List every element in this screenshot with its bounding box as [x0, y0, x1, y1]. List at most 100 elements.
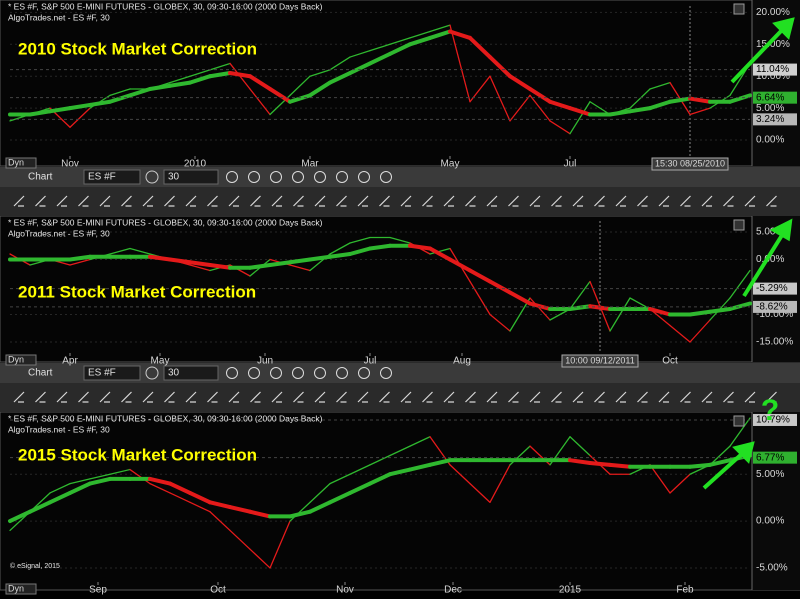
drawing-tool-icon[interactable] — [164, 195, 175, 207]
panel-menu-button[interactable] — [733, 219, 745, 231]
tool-icon[interactable] — [358, 367, 370, 379]
drawing-tool-icon[interactable] — [551, 391, 562, 403]
drawing-tool-icon[interactable] — [121, 391, 132, 403]
drawing-tool-icon[interactable] — [164, 391, 175, 403]
drawing-tool-icon[interactable] — [744, 195, 756, 207]
tool-icon[interactable] — [270, 171, 282, 183]
drawing-tool-icon[interactable] — [400, 391, 412, 403]
drawing-tool-icon[interactable] — [701, 391, 713, 403]
drawing-tool-icon[interactable] — [357, 391, 369, 403]
drawing-tool-icon[interactable] — [379, 391, 390, 403]
drawing-tool-icon[interactable] — [56, 195, 68, 207]
drawing-tool-icon[interactable] — [314, 391, 326, 403]
tool-icon[interactable] — [292, 171, 304, 183]
drawing-tool-icon[interactable] — [658, 195, 670, 207]
drawing-tool-icon[interactable] — [422, 195, 433, 207]
drawing-tool-icon[interactable] — [293, 195, 304, 207]
drawing-tool-icon[interactable] — [35, 195, 46, 207]
interval-text[interactable]: 30 — [168, 368, 180, 379]
drawing-tool-icon[interactable] — [357, 195, 369, 207]
drawing-tool-icon[interactable] — [443, 195, 455, 207]
dyn-label[interactable]: Dyn — [8, 583, 24, 593]
drawing-tool-icon[interactable] — [121, 195, 132, 207]
dyn-button[interactable] — [5, 157, 37, 169]
drawing-tool-icon[interactable] — [572, 195, 584, 207]
drawing-tool-icon[interactable] — [723, 391, 734, 403]
tool-icon[interactable] — [336, 171, 348, 183]
drawing-tool-icon[interactable] — [13, 195, 25, 207]
drawing-tool-icon[interactable] — [35, 391, 46, 403]
drawing-tool-icon[interactable] — [78, 391, 89, 403]
drawing-tool-icon[interactable] — [486, 391, 498, 403]
drawing-tool-icon[interactable] — [443, 391, 455, 403]
drawing-tool-icon[interactable] — [486, 195, 498, 207]
dyn-button[interactable] — [5, 583, 37, 595]
drawing-tool-icon[interactable] — [465, 195, 476, 207]
drawing-tool-icon[interactable] — [529, 391, 541, 403]
symbol-text[interactable]: ES #F — [88, 172, 116, 183]
drawing-tool-icon[interactable] — [723, 195, 734, 207]
drawing-tool-icon[interactable] — [508, 195, 519, 207]
drawing-tool-icon[interactable] — [99, 195, 111, 207]
symbol-button[interactable] — [145, 170, 159, 184]
drawing-tool-icon[interactable] — [228, 391, 240, 403]
tool-icon[interactable] — [226, 367, 238, 379]
drawing-tool-icon[interactable] — [207, 195, 218, 207]
drawing-tool-icon[interactable] — [465, 391, 476, 403]
drawing-tool-icon[interactable] — [271, 391, 283, 403]
drawing-tool-icon[interactable] — [766, 195, 777, 207]
drawing-tool-icon[interactable] — [185, 195, 197, 207]
drawing-tool-icon[interactable] — [142, 195, 154, 207]
drawing-tool-icon[interactable] — [615, 391, 627, 403]
drawing-tool-icon[interactable] — [551, 195, 562, 207]
panel-menu-button[interactable] — [733, 415, 745, 427]
drawing-tool-icon[interactable] — [99, 391, 111, 403]
tool-icon[interactable] — [226, 171, 238, 183]
drawing-tool-icon[interactable] — [400, 195, 412, 207]
drawing-tool-icon[interactable] — [658, 391, 670, 403]
drawing-tool-icon[interactable] — [336, 391, 347, 403]
interval-text[interactable]: 30 — [168, 172, 180, 183]
panel-menu-button[interactable] — [733, 3, 745, 15]
drawing-tool-icon[interactable] — [594, 195, 605, 207]
drawing-tool-icon[interactable] — [379, 195, 390, 207]
dyn-label[interactable]: Dyn — [8, 157, 24, 167]
drawing-tool-icon[interactable] — [572, 391, 584, 403]
drawing-tool-icon[interactable] — [766, 391, 777, 403]
drawing-tool-icon[interactable] — [637, 195, 648, 207]
drawing-tool-icon[interactable] — [336, 195, 347, 207]
drawing-tool-icon[interactable] — [701, 195, 713, 207]
tool-icon[interactable] — [336, 367, 348, 379]
drawing-tool-icon[interactable] — [529, 195, 541, 207]
drawing-tool-icon[interactable] — [56, 391, 68, 403]
drawing-tool-icon[interactable] — [508, 391, 519, 403]
drawing-tool-icon[interactable] — [615, 195, 627, 207]
tool-icon[interactable] — [358, 171, 370, 183]
tool-icon[interactable] — [292, 367, 304, 379]
drawing-tool-icon[interactable] — [422, 391, 433, 403]
tool-icon[interactable] — [314, 171, 326, 183]
drawing-tool-icon[interactable] — [271, 195, 283, 207]
drawing-tool-icon[interactable] — [744, 391, 756, 403]
drawing-tool-icon[interactable] — [250, 195, 261, 207]
drawing-tool-icon[interactable] — [228, 195, 240, 207]
drawing-tool-icon[interactable] — [314, 195, 326, 207]
drawing-tool-icon[interactable] — [78, 195, 89, 207]
drawing-tool-icon[interactable] — [13, 391, 25, 403]
drawing-tool-icon[interactable] — [142, 391, 154, 403]
drawing-tool-icon[interactable] — [680, 195, 691, 207]
tool-icon[interactable] — [380, 367, 392, 379]
symbol-button[interactable] — [145, 366, 159, 380]
drawing-tool-icon[interactable] — [594, 391, 605, 403]
drawing-tool-icon[interactable] — [637, 391, 648, 403]
drawing-tool-icon[interactable] — [250, 391, 261, 403]
tool-icon[interactable] — [270, 367, 282, 379]
tool-icon[interactable] — [248, 367, 260, 379]
tool-icon[interactable] — [380, 171, 392, 183]
tool-icon[interactable] — [248, 171, 260, 183]
drawing-tool-icon[interactable] — [185, 391, 197, 403]
drawing-tool-icon[interactable] — [207, 391, 218, 403]
drawing-tool-icon[interactable] — [680, 391, 691, 403]
dyn-button[interactable] — [5, 354, 37, 366]
tool-icon[interactable] — [314, 367, 326, 379]
